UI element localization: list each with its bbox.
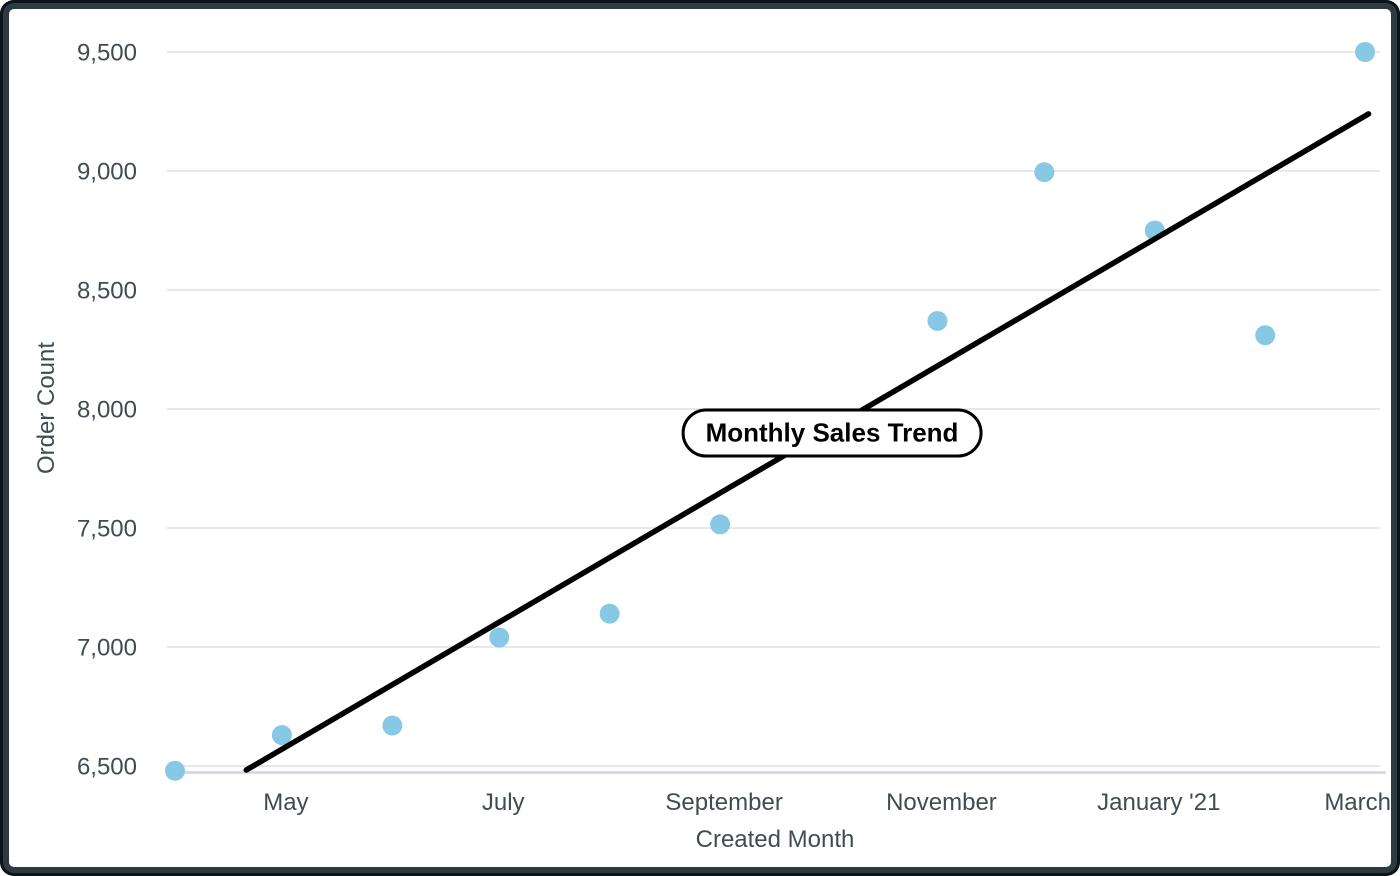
data-point[interactable] [382, 715, 403, 736]
chart-title-badge: Monthly Sales Trend [681, 408, 983, 458]
chart-title: Monthly Sales Trend [705, 417, 959, 448]
x-axis-title: Created Month [695, 826, 855, 853]
data-point[interactable] [489, 627, 510, 648]
x-tick-label: May [263, 789, 308, 816]
y-tick-label: 8,500 [77, 277, 137, 304]
data-point[interactable] [271, 725, 292, 746]
data-point[interactable] [927, 310, 948, 331]
x-tick-label: January '21 [1097, 789, 1220, 816]
data-point[interactable] [165, 760, 185, 781]
x-tick-label: July [482, 789, 525, 816]
y-tick-label: 6,500 [77, 753, 137, 780]
data-point[interactable] [1255, 325, 1276, 346]
x-tick-label: September [665, 789, 782, 816]
x-tick-label: March [1324, 789, 1391, 816]
data-point[interactable] [1034, 162, 1055, 183]
y-tick-label: 7,000 [77, 634, 137, 661]
x-tick-label: November [886, 789, 997, 816]
y-tick-label: 7,500 [77, 515, 137, 542]
y-axis-title: Order Count [33, 341, 60, 475]
data-point[interactable] [710, 514, 731, 535]
y-tick-label: 9,000 [77, 158, 137, 185]
data-point[interactable] [1355, 42, 1375, 62]
y-tick-label: 8,000 [77, 396, 137, 423]
data-point[interactable] [599, 603, 620, 624]
y-tick-label: 9,500 [77, 39, 137, 66]
